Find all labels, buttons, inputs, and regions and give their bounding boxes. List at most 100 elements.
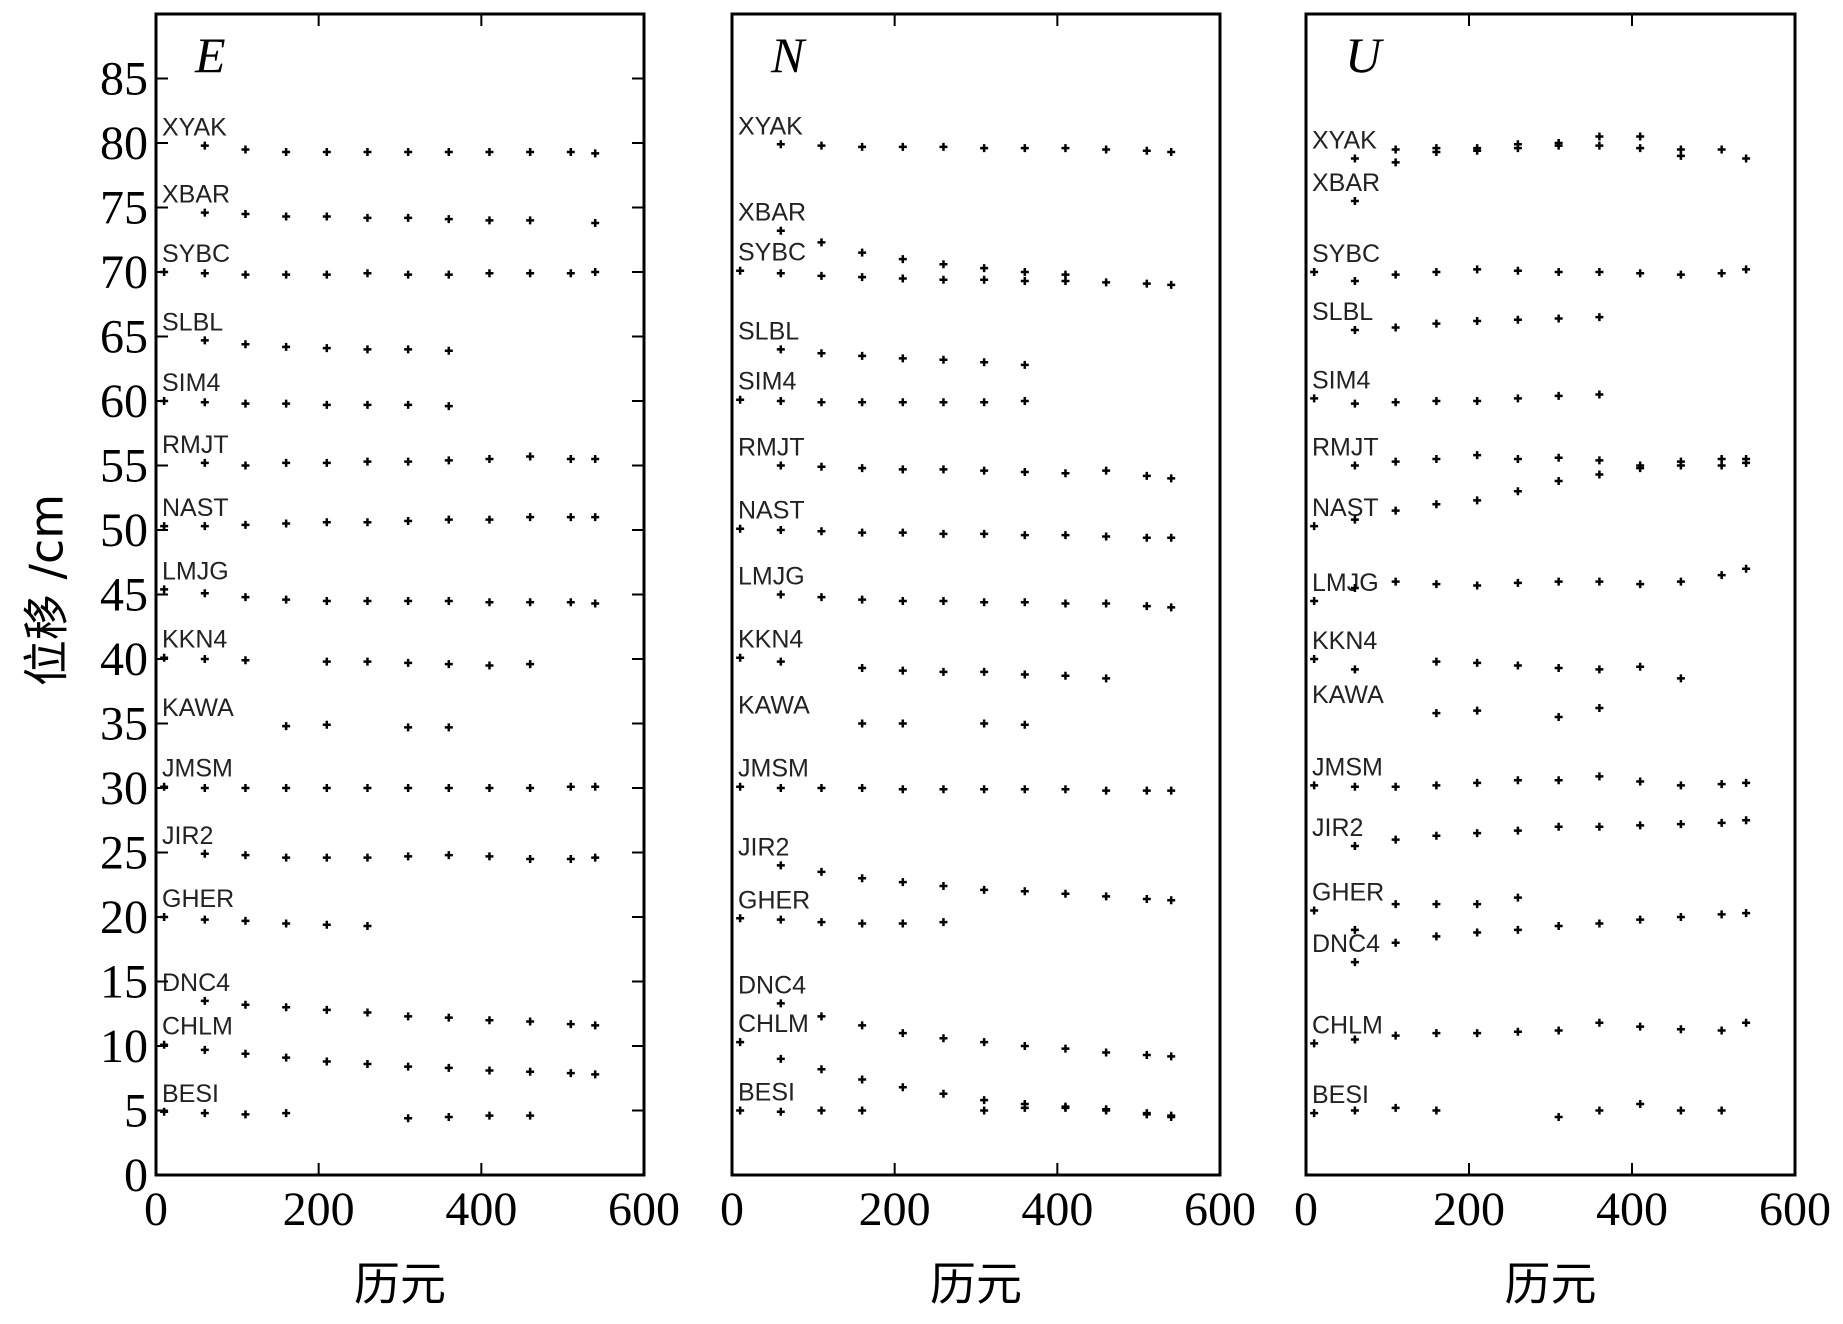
point: [1142, 146, 1151, 155]
point: [1595, 456, 1604, 465]
point: [591, 1021, 600, 1030]
point: [526, 269, 535, 278]
point: [1167, 1111, 1176, 1120]
plot-frame: [730, 12, 1222, 1177]
point: [1554, 922, 1563, 931]
point: [1020, 670, 1029, 679]
point: [1020, 467, 1029, 476]
point: [200, 208, 209, 217]
point: [1350, 197, 1359, 206]
point: [776, 915, 785, 924]
point: [980, 1106, 989, 1115]
point: [858, 784, 867, 792]
point: [817, 1012, 826, 1021]
station-label: SLBL: [738, 317, 799, 345]
point: [1391, 938, 1400, 947]
y-tick-label: 15: [100, 956, 148, 1009]
point: [444, 515, 453, 524]
point: [241, 520, 250, 529]
point: [1432, 932, 1441, 941]
point: [1061, 531, 1070, 540]
station-label: BESI: [1312, 1081, 1369, 1109]
point: [1676, 913, 1685, 921]
point: [444, 784, 453, 792]
point: [282, 270, 291, 279]
point: [939, 260, 948, 269]
point: [241, 656, 250, 665]
point: [858, 142, 867, 151]
point: [1554, 1112, 1563, 1121]
point: [1513, 776, 1522, 785]
station-label: XBAR: [738, 199, 806, 227]
station-label: SYBC: [162, 240, 230, 268]
point: [980, 1096, 989, 1105]
point: [444, 270, 453, 279]
x-tick-label: 600: [608, 1183, 680, 1236]
y-tick-label: 65: [100, 311, 148, 364]
point: [776, 1054, 785, 1063]
point: [363, 148, 372, 157]
point: [1513, 826, 1522, 835]
point: [1742, 564, 1751, 573]
point: [282, 1109, 291, 1118]
point: [1167, 533, 1176, 542]
point: [1061, 1044, 1070, 1053]
x-tick-label: 400: [445, 1183, 517, 1236]
point: [1513, 455, 1522, 464]
point: [939, 465, 948, 474]
point: [1432, 781, 1441, 790]
point: [591, 455, 600, 464]
point: [241, 916, 250, 925]
point: [1020, 1103, 1029, 1112]
point: [1595, 390, 1604, 399]
point: [363, 596, 372, 605]
point: [776, 345, 785, 354]
point: [736, 914, 745, 923]
point: [241, 270, 250, 279]
station-label: KAWA: [738, 692, 810, 720]
station-label: BESI: [738, 1079, 795, 1107]
point: [1717, 269, 1726, 278]
point: [1717, 910, 1726, 919]
point: [566, 854, 575, 863]
point: [160, 782, 169, 791]
point: [322, 400, 331, 409]
station-label: JIR2: [162, 822, 213, 850]
point: [1595, 1106, 1604, 1115]
station-label: RMJT: [162, 431, 229, 459]
point: [1742, 458, 1751, 467]
x-tick-label: 200: [283, 1183, 355, 1236]
point: [241, 1110, 250, 1119]
point: [1391, 900, 1400, 909]
point: [898, 255, 907, 264]
point: [776, 784, 785, 792]
point: [1102, 786, 1111, 795]
point: [1473, 928, 1482, 937]
y-tick-label: 5: [124, 1085, 148, 1138]
point: [526, 598, 535, 607]
point: [1350, 958, 1359, 967]
point: [1432, 900, 1441, 909]
point: [898, 142, 907, 151]
point: [485, 661, 494, 670]
y-tick-label: 10: [100, 1020, 148, 1073]
point: [939, 142, 948, 151]
point: [241, 145, 250, 154]
x-tick-label: 0: [720, 1183, 744, 1236]
point: [282, 212, 291, 221]
point: [980, 719, 989, 728]
station-label: JMSM: [162, 755, 233, 783]
point: [1167, 786, 1176, 795]
point: [736, 1038, 745, 1047]
point: [776, 226, 785, 235]
point: [363, 853, 372, 862]
point: [1595, 822, 1604, 831]
point: [485, 1111, 494, 1120]
point: [1020, 144, 1029, 153]
station-label: RMJT: [738, 434, 805, 462]
point: [1676, 1106, 1685, 1115]
point: [241, 461, 250, 470]
point: [526, 854, 535, 863]
